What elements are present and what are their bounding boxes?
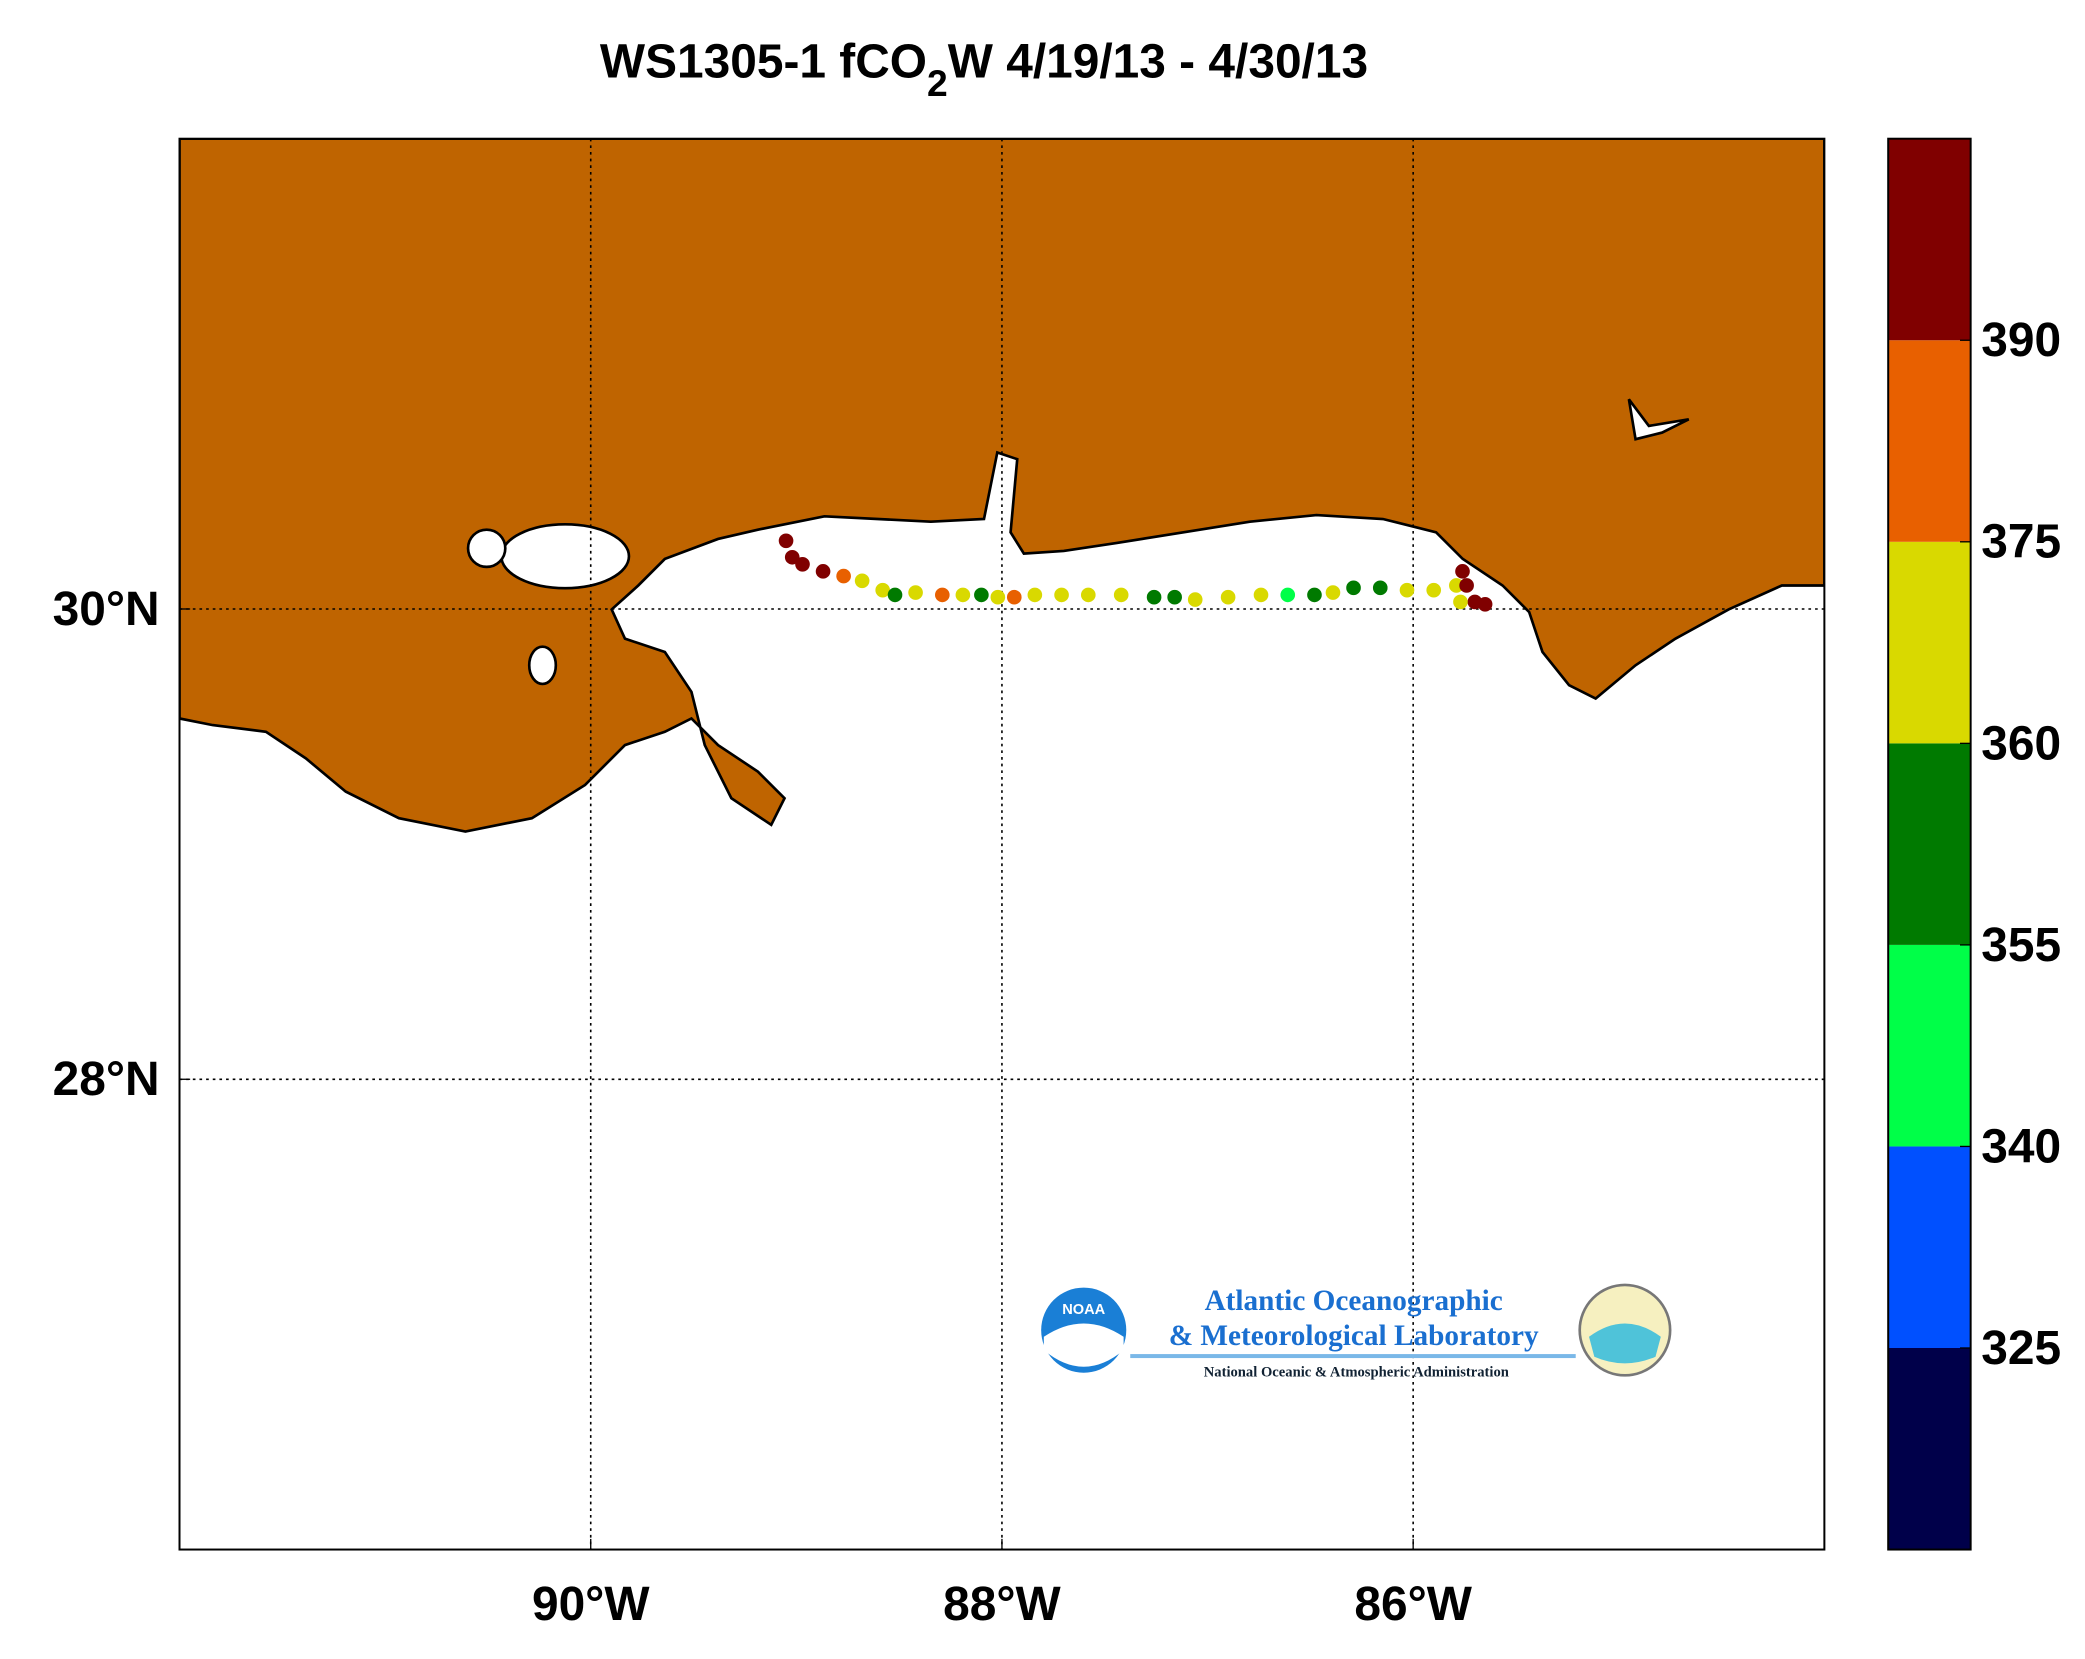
track-point [955,587,971,603]
track-point [1187,592,1203,607]
track-point [1220,589,1236,605]
grid-layer [179,138,1825,1550]
track-point [1253,587,1269,603]
logo-line2: & Meteorological Laboratory [1169,1320,1539,1352]
track-point [1372,580,1388,596]
title-part: WS1305-1 fCO [600,36,927,89]
track-point [1113,587,1129,603]
track-point [1027,587,1043,603]
colorbar-segment [1888,340,1971,542]
track-point [784,549,800,565]
track-point [908,585,923,600]
track-point [1455,564,1470,579]
lake [527,645,558,686]
logo-badge: NOAA [1062,1302,1105,1318]
track-point [875,582,891,598]
colorbar-segment [1888,1347,1971,1550]
track-point [1146,589,1162,605]
x-tick-label: 88°W [943,1578,1061,1631]
track-point [935,587,950,603]
colorbar-segment [1888,1146,1971,1348]
track-point [1280,587,1296,603]
track-point [778,533,794,549]
track-point [1453,594,1468,610]
track-point [854,573,870,589]
title-part: W 4/19/13 - 4/30/13 [948,36,1368,89]
logo-line1: Atlantic Oceanographic [1205,1285,1503,1317]
colorbar-segment [1888,944,1971,1147]
track-point [815,564,831,579]
track-point [836,568,851,584]
bay [1627,398,1690,441]
track-point [1449,578,1464,593]
x-tick-label: 90°W [532,1578,650,1631]
y-tick-label: 28°N [53,1053,160,1106]
map-frame [178,137,1826,1551]
track-point [990,589,1006,605]
track-point [1307,587,1322,603]
noaa-emblem-wave [1043,1323,1124,1367]
colorbar-label: 375 [1981,516,2061,569]
track-point [1054,587,1069,603]
lake [466,528,507,569]
track-point [1006,589,1022,605]
track-point [1167,589,1182,605]
x-tick-label: 86°W [1354,1578,1472,1631]
track-point [974,587,989,603]
lake [499,522,631,590]
track-point [1459,578,1474,593]
chart-title: WS1305-1 fCO2W 4/19/13 - 4/30/13 [600,36,1368,105]
track-point [1399,582,1415,598]
logo-line3: National Oceanic & Atmospheric Administr… [1204,1365,1509,1381]
track-point [1477,596,1493,612]
track-point [1325,585,1341,600]
colorbar-frame [1887,137,1972,1551]
aoml-emblem-sea [1589,1323,1661,1364]
logo: NOAA Atlantic Oceanographic & Meteorolog… [1041,1283,1672,1381]
colorbar-segment [1888,743,1971,945]
colorbar-label: 325 [1981,1322,2061,1375]
colorbar-label: 340 [1981,1120,2061,1173]
track-point [887,587,903,603]
track-point [1426,582,1442,598]
track-point [795,556,810,572]
track-point [1346,580,1361,596]
colorbar: 325 340 355 360 375 390 [1887,137,2061,1551]
colorbar-label: 355 [1981,919,2061,972]
logo-rule [1130,1354,1576,1359]
y-tick-label: 30°N [53,583,160,636]
track-point [1080,587,1096,603]
colorbar-segment [1888,138,1971,341]
colorbar-label: 360 [1981,717,2061,770]
colorbar-segment [1888,541,1971,744]
track-layer [778,533,1493,612]
colorbar-label: 390 [1981,314,2061,367]
title-subscript: 2 [927,62,948,104]
